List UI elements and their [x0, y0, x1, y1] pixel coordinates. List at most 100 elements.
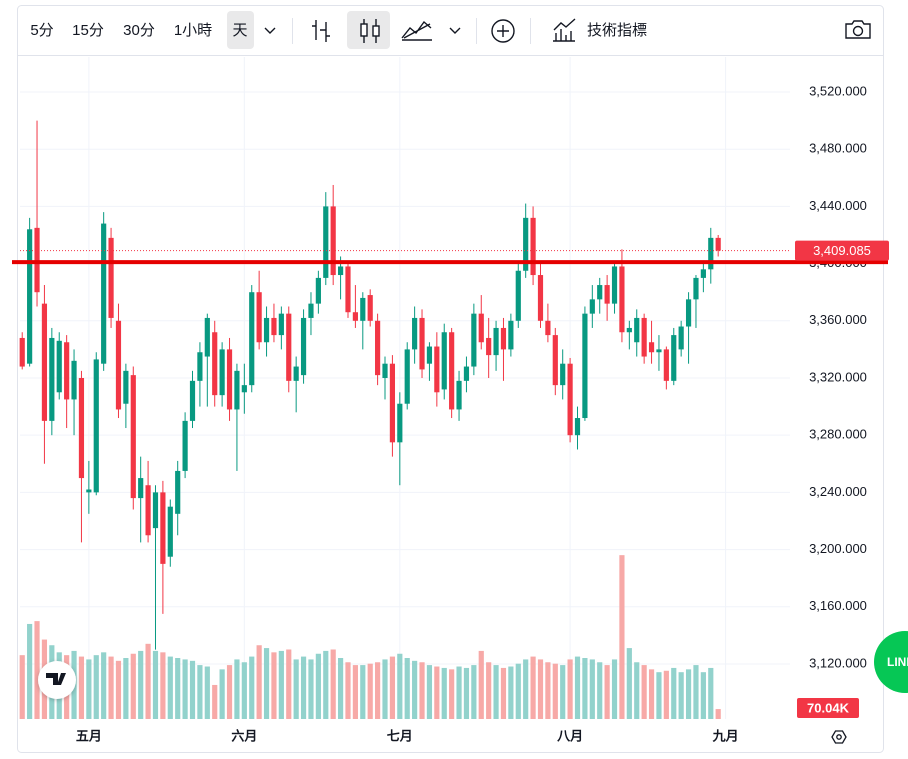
candle-body — [708, 237, 714, 270]
indicators-icon[interactable] — [553, 18, 576, 42]
candle-body — [419, 317, 425, 370]
volume-bar — [634, 662, 640, 719]
volume-bar — [397, 653, 403, 719]
candle-body — [204, 317, 210, 357]
area-style-button[interactable] — [401, 20, 432, 41]
interval-button[interactable]: 1小時 — [174, 22, 212, 39]
candle-body — [41, 303, 48, 421]
line-share-label[interactable]: LINE — [887, 655, 908, 669]
last-volume-label: 70.04K — [807, 700, 850, 715]
selected-style-bg — [347, 11, 390, 49]
volume-bar — [345, 662, 351, 719]
candle-body — [715, 237, 721, 251]
volume-bar — [382, 659, 388, 719]
candle-body — [71, 360, 77, 400]
volume-bar — [241, 662, 247, 719]
volume-bar — [456, 666, 462, 719]
volume-bar — [619, 555, 625, 719]
candle-body — [486, 337, 492, 356]
candle-body — [293, 366, 299, 381]
candle-body — [597, 285, 603, 300]
volume-bar — [597, 662, 603, 719]
volume-bar — [19, 655, 25, 719]
volume-bar — [656, 672, 662, 719]
y-tick-label: 3,280.000 — [809, 427, 867, 442]
interval-button[interactable]: 天 — [232, 22, 247, 39]
line-share-button[interactable] — [874, 631, 908, 693]
x-tick-label: 六月 — [231, 728, 257, 743]
last-price-box — [795, 240, 889, 261]
interval-button[interactable]: 15分 — [72, 22, 104, 39]
y-tick-label: 3,520.000 — [809, 83, 867, 98]
interval-button[interactable]: 30分 — [123, 22, 155, 39]
volume-bar — [671, 667, 677, 719]
candle-body — [515, 270, 521, 321]
volume-bar — [611, 659, 618, 719]
volume-bar — [263, 648, 270, 719]
volume-bar — [315, 653, 321, 719]
candle-body — [634, 317, 640, 343]
x-tick-label: 五月 — [76, 728, 102, 743]
candle-body — [508, 320, 514, 350]
settings-button[interactable] — [831, 730, 847, 744]
candle-body — [330, 206, 336, 276]
add-button[interactable] — [491, 19, 515, 43]
candle-body — [108, 237, 114, 318]
volume-bar — [78, 656, 85, 719]
candle-body — [523, 217, 529, 271]
candle-body — [160, 492, 166, 564]
volume-bar — [189, 660, 196, 719]
candle-body — [693, 277, 699, 300]
candle-body — [397, 403, 403, 443]
volume-bar — [115, 660, 122, 719]
volume-bar — [500, 667, 507, 719]
interval-button[interactable]: 5分 — [30, 22, 53, 39]
candle-body — [493, 327, 499, 356]
volume-bar — [582, 658, 588, 719]
volume-bar — [278, 650, 284, 719]
indicators-button[interactable]: 技術指標 — [587, 22, 647, 39]
selected-interval-bg — [227, 11, 254, 49]
candle-body — [441, 332, 447, 390]
candle-body — [145, 485, 151, 536]
volume-bar — [167, 656, 173, 719]
volume-bar — [300, 656, 307, 719]
volume-bar — [249, 656, 255, 719]
candle-body — [560, 363, 566, 386]
candle-body — [656, 349, 662, 353]
candle-body — [308, 303, 314, 318]
candle-body — [263, 317, 270, 343]
volume-bar — [493, 665, 499, 719]
candle-body — [337, 266, 344, 276]
candle-body — [604, 285, 610, 304]
candle-body — [123, 370, 129, 404]
candle-body — [582, 313, 588, 419]
volume-bar — [293, 659, 299, 719]
candle-body — [212, 332, 218, 396]
dropdown-chevron[interactable] — [449, 27, 461, 34]
volume-bar — [419, 662, 425, 719]
volume-bar — [234, 659, 240, 719]
last-volume-box — [797, 698, 859, 718]
logo-mark — [46, 673, 66, 685]
volume-bar — [486, 662, 492, 719]
candle-body — [256, 292, 262, 343]
volume-bar — [352, 665, 358, 719]
volume-bar — [367, 663, 373, 719]
volume-bar — [204, 666, 210, 719]
candle-icon — [360, 23, 368, 37]
dropdown-chevron[interactable] — [264, 27, 276, 34]
y-tick-label: 3,320.000 — [809, 369, 867, 384]
candle-body — [375, 320, 381, 376]
volume-bar — [641, 665, 647, 719]
settings-icon — [836, 734, 842, 740]
candle-body — [611, 266, 618, 304]
volume-bar — [152, 650, 159, 719]
volume-bar — [160, 652, 166, 719]
bar-style-button[interactable] — [312, 20, 330, 42]
volume-bar — [545, 662, 551, 719]
x-tick-label: 八月 — [556, 728, 583, 743]
x-tick-label: 七月 — [387, 728, 413, 743]
candle-body — [152, 492, 159, 529]
snapshot-button[interactable] — [845, 20, 871, 39]
